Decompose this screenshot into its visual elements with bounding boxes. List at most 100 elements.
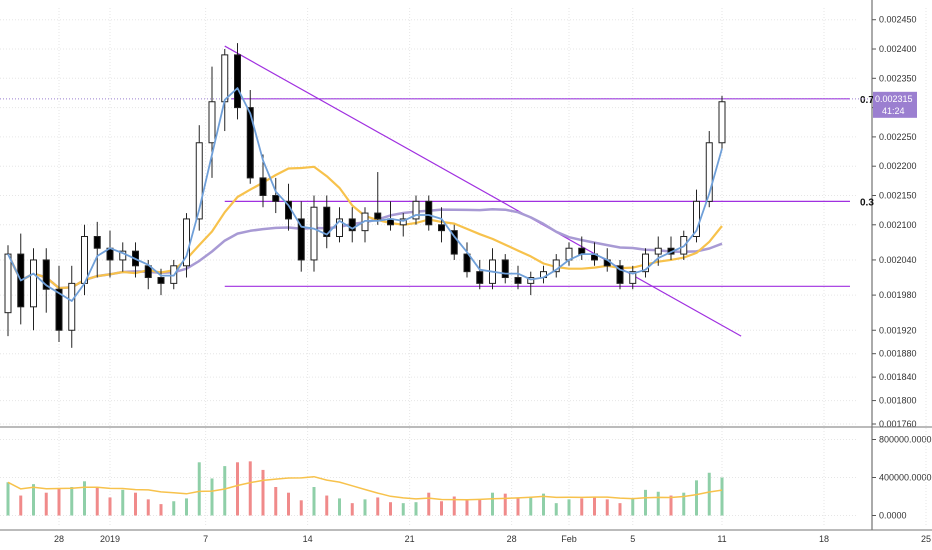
- volume-bar: [185, 498, 188, 516]
- candle-body: [81, 236, 88, 284]
- time-tick-label: 11: [717, 534, 726, 544]
- volume-bar: [618, 503, 622, 516]
- volume-bar: [529, 496, 533, 516]
- candle-body: [195, 142, 203, 220]
- price-tick-label: 0.001760: [879, 419, 917, 429]
- volume-bar: [580, 498, 584, 516]
- time-tick-label: 25: [921, 534, 931, 544]
- candle-body: [4, 253, 12, 314]
- candle-body: [412, 200, 420, 220]
- price-tick-label: 0.001980: [879, 290, 917, 300]
- volume-bar: [669, 495, 673, 516]
- last-price-value: 0.002315: [875, 94, 913, 104]
- trend-line: [224, 45, 742, 337]
- level-label: 0.3: [860, 197, 874, 208]
- volume-bar: [440, 501, 443, 516]
- volume-bar: [146, 499, 150, 516]
- candle-body: [221, 54, 229, 103]
- volume-bar: [465, 500, 469, 516]
- candle-body: [705, 142, 713, 202]
- price-tick-label: 0.002040: [879, 255, 917, 265]
- candle-countdown: 41:24: [882, 106, 905, 116]
- volume-tick-label: 400000.0000: [879, 473, 932, 483]
- candle-body: [642, 253, 649, 273]
- price-tick-label: 0.002150: [879, 190, 917, 200]
- price-tick-label: 0.001840: [879, 372, 917, 382]
- price-tick-label: 0.002100: [879, 220, 917, 230]
- volume-ma-line: [7, 475, 723, 501]
- volume-bar: [121, 489, 125, 516]
- ma-fast-line: [7, 87, 723, 302]
- time-tick-label: 18: [819, 534, 829, 544]
- price-tick-label: 0.002200: [879, 161, 917, 171]
- volume-bar: [554, 503, 558, 516]
- volume-bar: [236, 462, 239, 516]
- candle-body: [374, 212, 382, 220]
- last-price-tag: [873, 91, 917, 118]
- candle-body: [654, 247, 662, 255]
- candle-body: [501, 259, 509, 279]
- volume-bar: [70, 487, 74, 516]
- price-tick-label: 0.001800: [879, 396, 917, 406]
- candle-body: [399, 218, 407, 226]
- volume-bar: [350, 503, 354, 516]
- price-tick-label: 0.001920: [879, 325, 917, 335]
- candle-body: [30, 259, 37, 308]
- time-tick-label: 21: [405, 534, 415, 544]
- candle-body: [234, 54, 241, 109]
- candle-body: [552, 259, 560, 273]
- volume-bar: [134, 492, 137, 516]
- candle-body: [310, 206, 318, 261]
- candle-body: [68, 282, 76, 331]
- time-tick-label: 5: [630, 534, 635, 544]
- volume-bar: [452, 496, 456, 516]
- volume-bar: [338, 498, 341, 516]
- time-tick-label: 28: [507, 534, 517, 544]
- candle-body: [246, 107, 254, 179]
- volume-bar: [414, 502, 418, 516]
- volume-bar: [593, 496, 596, 516]
- volume-bar: [83, 481, 86, 516]
- candle-body: [259, 177, 267, 196]
- candle-body: [693, 200, 700, 238]
- candle-body: [438, 224, 445, 232]
- price-tick-label: 0.002350: [879, 73, 917, 83]
- candle-body: [119, 250, 127, 261]
- volume-bar: [389, 502, 392, 516]
- candle-body: [527, 277, 535, 284]
- level-label: 0.7: [860, 95, 874, 106]
- volume-bar: [325, 495, 329, 516]
- volume-bar: [682, 492, 686, 516]
- volume-bar: [299, 500, 303, 516]
- volume-bar: [248, 461, 252, 516]
- volume-bar: [261, 469, 265, 516]
- volume-bar: [542, 493, 545, 516]
- volume-bar: [312, 487, 316, 516]
- candle-body: [297, 218, 305, 261]
- price-tick-label: 0.002450: [879, 15, 917, 25]
- time-tick-label: 2019: [100, 534, 120, 544]
- volume-bar: [223, 466, 227, 516]
- volume-bar: [159, 504, 163, 516]
- candle-body: [55, 288, 63, 331]
- price-tick-label: 0.002250: [879, 132, 917, 142]
- candle-body: [450, 230, 458, 255]
- volume-bar: [108, 497, 112, 516]
- candle-body: [272, 194, 280, 202]
- candle-body: [463, 253, 471, 273]
- volume-bar: [363, 499, 367, 516]
- candle-body: [208, 101, 216, 144]
- candle-body: [93, 236, 101, 249]
- volume-bar: [720, 477, 724, 516]
- volume-bar: [376, 497, 380, 516]
- volume-bar: [644, 489, 647, 516]
- candle-body: [336, 218, 343, 238]
- candle-body: [514, 277, 522, 284]
- time-tick-label: 14: [303, 534, 313, 544]
- price-tick-label: 0.002400: [879, 44, 917, 54]
- candle-body: [629, 271, 637, 284]
- price-tick-label: 0.001880: [879, 349, 917, 359]
- volume-bar: [656, 491, 660, 516]
- candle-body: [425, 200, 433, 226]
